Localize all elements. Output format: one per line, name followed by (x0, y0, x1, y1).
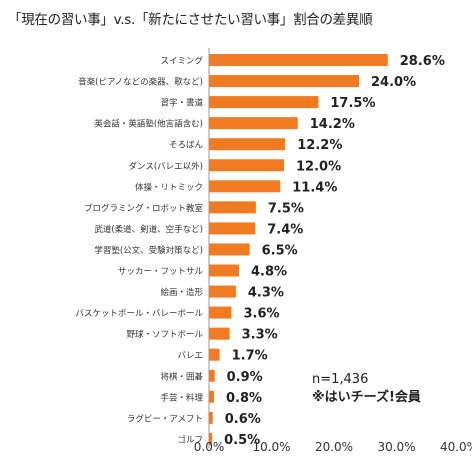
bar (209, 411, 213, 424)
sample-size-label: n=1,436 (312, 372, 369, 387)
category-label: 音楽(ピアノなどの楽器、歌など) (78, 77, 203, 88)
value-label: 6.5% (262, 243, 298, 258)
bar (209, 96, 319, 109)
bar (209, 348, 220, 361)
category-label: 手芸・料理 (160, 392, 203, 403)
category-label: 学習塾(公文、受験対策など) (94, 245, 203, 256)
value-label: 24.0% (371, 75, 416, 90)
category-label: 習字・書道 (160, 98, 203, 109)
category-label: スイミング (160, 56, 203, 67)
value-label: 12.0% (296, 159, 341, 174)
bar (209, 222, 256, 235)
x-tick-label: 0.0% (194, 440, 225, 454)
bar (209, 285, 236, 298)
value-label: 0.6% (225, 412, 261, 427)
x-tick-label: 20.0% (315, 440, 353, 454)
value-label: 12.2% (297, 138, 342, 153)
value-label: 0.9% (227, 370, 263, 385)
category-label: バレエ (177, 351, 203, 361)
bar (209, 201, 256, 214)
value-label: 1.7% (232, 349, 268, 364)
chart-title: 「現在の習い事」v.s.「新たにさせたい習い事」割合の差異順 (8, 12, 373, 28)
value-label: 3.6% (244, 307, 280, 322)
bar (209, 159, 284, 172)
bar (209, 369, 215, 382)
value-label: 0.5% (224, 433, 260, 448)
category-label: バスケットボール・バレーボール (75, 309, 203, 319)
bar (209, 75, 359, 88)
category-label: そろばん (169, 141, 204, 151)
bar (209, 180, 281, 193)
value-label: 11.4% (292, 180, 337, 195)
bar (209, 306, 232, 319)
bar (209, 243, 250, 256)
value-label: 0.8% (226, 391, 262, 406)
value-label: 3.3% (242, 328, 278, 343)
value-label: 4.3% (248, 286, 284, 301)
category-label: ダンス(バレエ以外) (129, 161, 203, 172)
x-tick-label: 30.0% (377, 440, 415, 454)
category-label: 将棋・囲碁 (160, 371, 203, 382)
bar (209, 264, 239, 277)
bar (209, 390, 214, 403)
category-label: 野球・ソフトボール (126, 329, 203, 340)
category-label: 武道(柔道、剣道、空手など) (94, 224, 203, 235)
category-label: ゴルフ (177, 434, 203, 445)
chart-annotation: n=1,436 ※はいチーズ!会員 (312, 371, 421, 407)
category-label: 体操・リトミック (135, 182, 203, 193)
bar (209, 432, 213, 445)
value-label: 7.5% (268, 201, 304, 216)
bar (209, 54, 388, 66)
category-label: 絵画・造形 (160, 287, 203, 298)
category-label: ラグビー・アメフト (127, 413, 203, 424)
value-label: 14.2% (310, 117, 355, 132)
category-label: サッカー・フットサル (118, 267, 204, 277)
category-label: プログラミング・ロボット教室 (84, 203, 204, 214)
bar (209, 138, 286, 151)
value-label: 17.5% (330, 96, 375, 111)
bar (209, 327, 230, 340)
bar (209, 117, 298, 130)
member-note-label: ※はいチーズ!会員 (312, 390, 421, 405)
value-label: 7.4% (267, 222, 303, 237)
category-label: 英会話・英語塾(他言語含む) (94, 119, 203, 130)
value-label: 4.8% (251, 265, 287, 280)
x-tick-label: 40.0% (440, 440, 472, 454)
value-label: 28.6% (400, 54, 445, 69)
x-tick-label: 10.0% (252, 440, 290, 454)
